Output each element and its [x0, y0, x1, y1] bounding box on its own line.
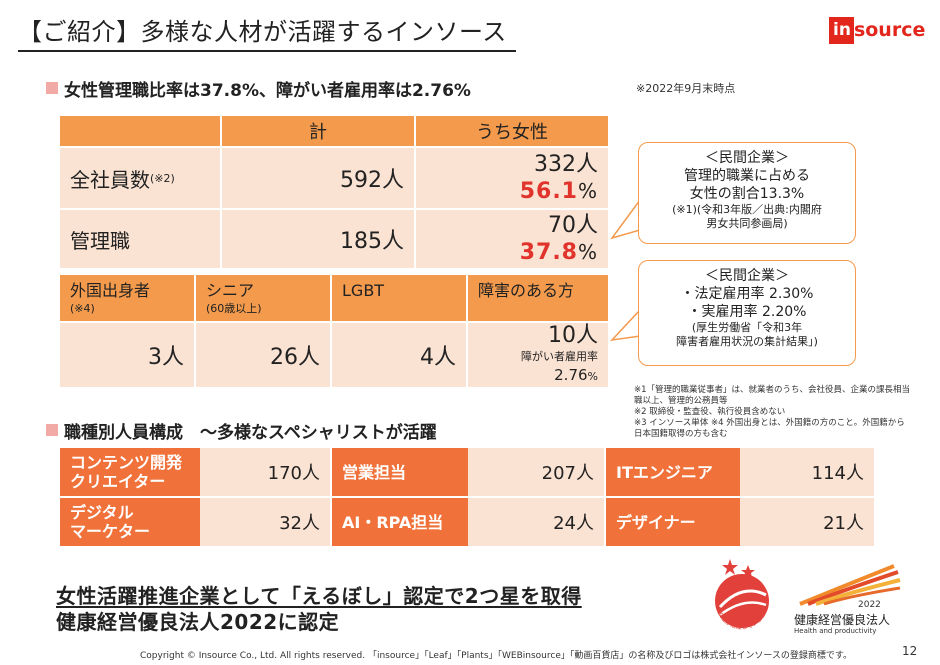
- cert-line-eruboshi: 女性活躍推進企業として「えるぼし」認定で2つ星を取得: [56, 580, 582, 609]
- callout1-line3: 女性の割合13.3%: [689, 186, 805, 202]
- job-digital-marketer-label: デジタル マーケター: [60, 498, 200, 546]
- job-designer-value: 21人: [740, 498, 874, 546]
- lgbt-count: 4人: [332, 323, 466, 387]
- row-label-note: (※2): [150, 171, 175, 185]
- kenko-keiei-logo: [799, 564, 901, 606]
- table-header-women: うち女性: [416, 116, 608, 146]
- insource-logo: in source: [829, 16, 925, 44]
- job-it-engineer-value: 114人: [740, 448, 874, 496]
- job-label-line1: デザイナー: [616, 512, 696, 532]
- table-header-blank: [60, 116, 220, 146]
- date-note: ※2022年9月末時点: [636, 82, 736, 95]
- job-label-line1: デジタル: [70, 503, 134, 522]
- callout2-line2: ・法定雇用率 2.30%: [680, 286, 814, 302]
- footnote-line: ※2 取締役・監査役、執行役員含めない: [634, 407, 786, 417]
- callout2-line1: ＜民間企業＞: [705, 268, 789, 284]
- section-marker-icon: [46, 82, 58, 94]
- row-label-employees: 全社員数: [70, 167, 150, 192]
- job-label-line2: マーケター: [70, 522, 151, 541]
- employees-women-rate: 56.1: [519, 178, 578, 204]
- job-label-line1: コンテンツ開発: [70, 453, 183, 472]
- job-ai-rpa-value: 24人: [468, 498, 604, 546]
- title-underline: [18, 50, 516, 52]
- job-it-engineer-label: ITエンジニア: [606, 448, 740, 496]
- footnote-line: 日本国籍取得の方も含む: [634, 429, 728, 439]
- callout1-line1: ＜民間企業＞: [705, 150, 789, 166]
- senior-count: 26人: [196, 323, 330, 387]
- callout1-line2: 管理的職業に占める: [684, 168, 810, 184]
- callout-pointers: [610, 199, 641, 342]
- eruboshi-logo: 女性が活躍しています！: [700, 555, 769, 631]
- managers-women-cell: 70人 37.8%: [416, 210, 608, 268]
- kenko-year: 2022: [858, 600, 881, 610]
- managers-women-rate-unit: %: [577, 239, 598, 264]
- footnote-line: 職以上、管理的公務員等: [634, 396, 728, 406]
- employees-total: 592人: [222, 148, 414, 208]
- row-label-managers: 管理職: [60, 210, 220, 268]
- job-label-line1: AI・RPA担当: [342, 512, 444, 532]
- callout1-pointer: [610, 199, 641, 240]
- disabled-rate-unit: %: [587, 370, 598, 383]
- employees-women-cell: 332人 56.1%: [416, 148, 608, 208]
- disabled-rate-label: 障がい者雇用率: [521, 350, 598, 363]
- job-label-line1: ITエンジニア: [616, 462, 713, 482]
- disabled-count: 10人: [548, 323, 598, 348]
- cert-line1-text: 女性活躍推進企業として「えるぼし」認定で2つ星を取得: [56, 584, 582, 608]
- job-designer-label: デザイナー: [606, 498, 740, 546]
- header-foreign: 外国出身者 (※4): [60, 275, 194, 321]
- employees-women-count: 332人: [534, 151, 598, 177]
- footnotes: ※1「管理的職業従事者」は、就業者のうち、会社役員、企業の課長相当 職以上、管理…: [634, 385, 934, 440]
- header-senior: シニア (60歳以上): [196, 275, 330, 321]
- header-senior-sub: (60歳以上): [206, 302, 262, 315]
- women-manager-callout: ＜民間企業＞ 管理的職業に占める 女性の割合13.3% (※1)(令和3年版／出…: [638, 142, 856, 244]
- kenko-jp-label: 健康経営優良法人: [794, 613, 891, 627]
- footnote-line: ※3 インソース単体 ※4 外国出身とは、外国籍の方のこと。外国籍から: [634, 418, 905, 428]
- callout1-line4: (※1)(令和3年版／出典:内閣府: [672, 203, 822, 216]
- job-ai-rpa-label: AI・RPA担当: [332, 498, 468, 546]
- kenko-en-label: Health and productivity: [794, 627, 877, 635]
- footnote-line: ※1「管理的職業従事者」は、就業者のうち、会社役員、企業の課長相当: [634, 385, 911, 395]
- header-foreign-label: 外国出身者: [70, 281, 151, 300]
- job-digital-marketer-value: 32人: [200, 498, 330, 546]
- page-title: 【ご紹介】多様な人材が活躍するインソース: [18, 18, 507, 46]
- header-senior-label: シニア: [206, 281, 255, 300]
- callout2-pointer: [610, 309, 641, 342]
- section1-heading: 女性管理職比率は37.8%、障がい者雇用率は2.76%: [64, 81, 471, 101]
- managers-total: 185人: [222, 210, 414, 268]
- header-disabled-label: 障害のある方: [478, 281, 575, 300]
- cert-line-kenko: 健康経営優良法人2022に認定: [56, 606, 339, 635]
- cert-line2-text: 健康経営優良法人2022に認定: [56, 610, 340, 634]
- employment-rate-callout: ＜民間企業＞ ・法定雇用率 2.30% ・実雇用率 2.20% (厚生労働省「令…: [638, 260, 856, 366]
- employees-women-rate-unit: %: [577, 178, 598, 203]
- logo-text: source: [853, 19, 926, 41]
- header-lgbt: LGBT: [332, 275, 466, 321]
- footer-copyright: Copyright © Insource Co., Ltd. All right…: [140, 651, 853, 661]
- header-disabled: 障害のある方: [468, 275, 608, 321]
- table-row-label: 全社員数 (※2): [60, 148, 220, 208]
- page-number: 12: [902, 644, 918, 658]
- managers-women-rate: 37.8: [519, 239, 578, 265]
- job-sales-label: 営業担当: [332, 448, 468, 496]
- job-content-creator-label: コンテンツ開発 クリエイター: [60, 448, 200, 496]
- job-sales-value: 207人: [468, 448, 604, 496]
- disabled-rate-value: 2.76: [554, 366, 588, 384]
- disabled-cell: 10人 障がい者雇用率 2.76%: [468, 323, 608, 387]
- job-label-line2: クリエイター: [70, 472, 166, 491]
- callout2-line3: ・実雇用率 2.20%: [687, 304, 807, 320]
- callout2-line4: (厚生労働省「令和3年: [691, 321, 803, 334]
- table-header-total: 計: [222, 116, 414, 146]
- header-lgbt-label: LGBT: [342, 281, 385, 300]
- job-label-line1: 営業担当: [342, 462, 407, 482]
- managers-women-count: 70人: [548, 212, 598, 238]
- job-content-creator-value: 170人: [200, 448, 330, 496]
- callout2-line5: 障害者雇用状況の集計結果」): [676, 335, 818, 348]
- section2-heading: 職種別人員構成 ～多様なスペシャリストが活躍: [64, 423, 437, 443]
- foreign-count: 3人: [60, 323, 194, 387]
- logo-box: in: [829, 16, 854, 44]
- callout1-line5: 男女共同参画局): [706, 217, 788, 230]
- header-foreign-sub: (※4): [70, 302, 95, 315]
- section-marker-icon: [46, 424, 58, 436]
